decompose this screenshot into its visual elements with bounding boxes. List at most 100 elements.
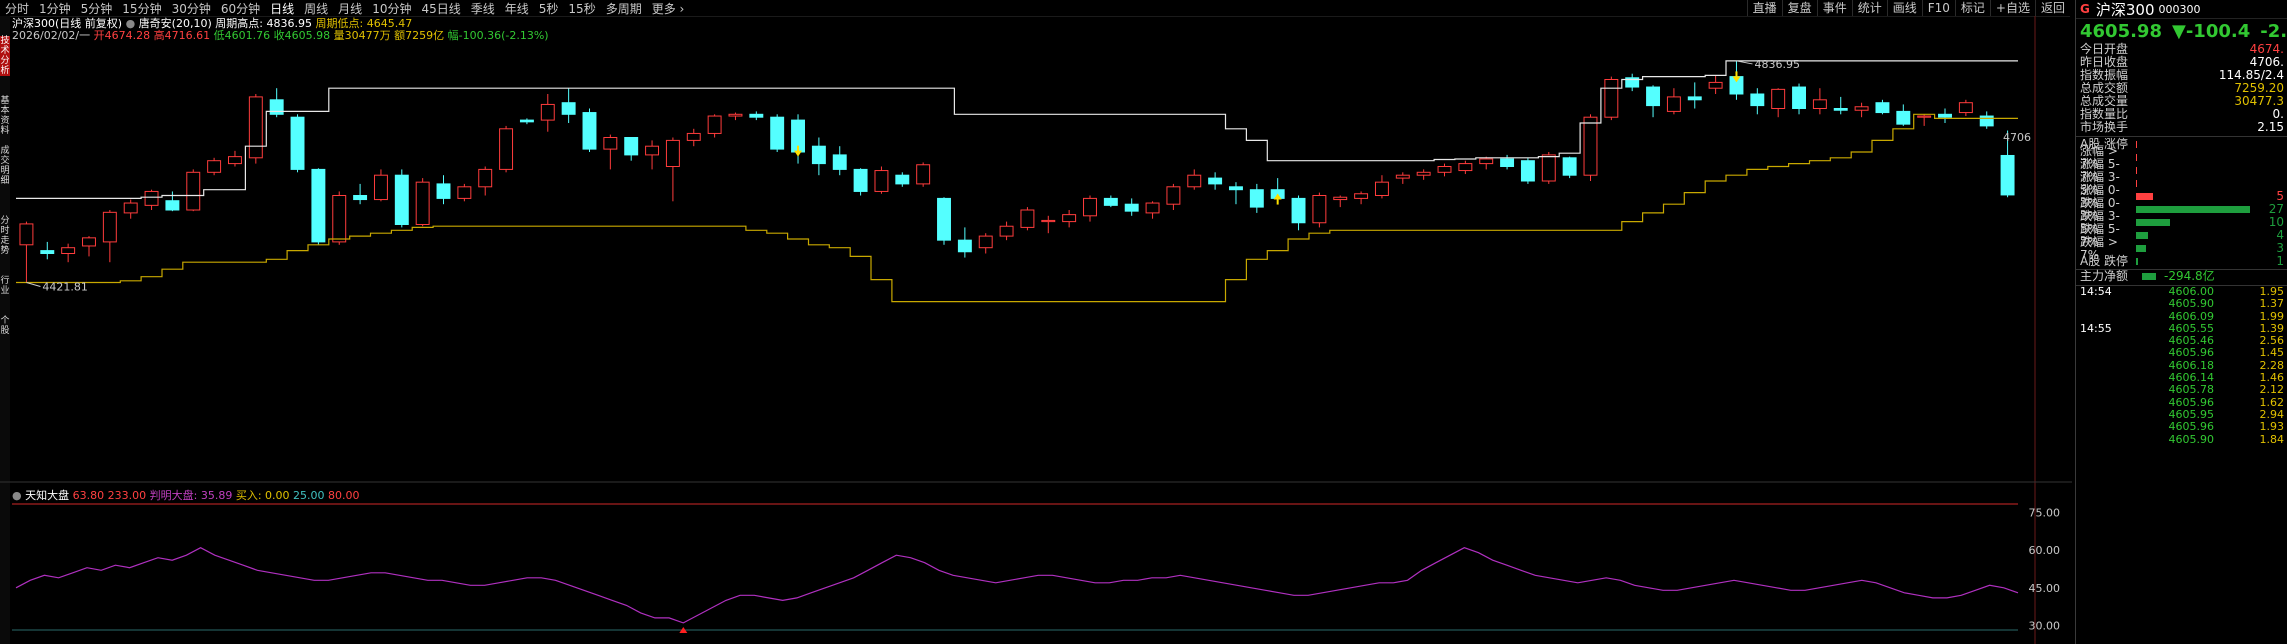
bar-high: 高4716.61 (153, 29, 211, 42)
period-tab[interactable]: 5秒 (538, 1, 559, 16)
tick-volume: 2.12 (2259, 383, 2285, 397)
left-tab[interactable]: 行业 (0, 276, 10, 296)
candle-body (1792, 86, 1806, 109)
left-tab[interactable]: 个股 (0, 316, 10, 336)
period-tab[interactable]: 60分钟 (220, 1, 261, 16)
candle-body (999, 225, 1014, 237)
breadth-label: 涨幅 0-3% (2080, 182, 2120, 210)
tool-button[interactable]: 画线 (1886, 0, 1922, 16)
tick-time (2080, 421, 2134, 433)
period-tab[interactable]: 周线 (304, 1, 329, 16)
tool-button[interactable]: 复盘 (1781, 0, 1817, 16)
period-tab[interactable]: 分时 (5, 1, 30, 16)
period-tab[interactable]: 45日线 (421, 1, 461, 16)
candlestick-chart[interactable]: 4836.95 4421.81 4706 75.00 60.00 45.00 30.00 (0, 0, 2072, 644)
left-tab-strip: 技术分析基本资料成交明细分时走势行业个股 (0, 16, 10, 644)
candle-body (1062, 214, 1077, 223)
tick-time (2080, 397, 2134, 409)
breadth-bar (2136, 206, 2250, 213)
candle-body (1124, 203, 1139, 212)
stat-label: 今日开盘 (2080, 42, 2129, 56)
left-tab[interactable]: 分时走势 (0, 216, 10, 256)
tick-price: 4605.96 (2168, 346, 2215, 360)
buy-signal-icon (679, 626, 688, 633)
tick-volume: 1.45 (2259, 346, 2285, 360)
candle-body (874, 170, 889, 192)
tool-button[interactable]: F10 (1921, 0, 1955, 16)
tool-button[interactable]: 返回 (2034, 0, 2070, 16)
candle-body (770, 116, 785, 150)
period-tab[interactable]: 30分钟 (171, 1, 211, 16)
period-tab[interactable]: 多周期 (605, 1, 642, 16)
period-tab[interactable]: 5分钟 (80, 1, 113, 16)
tick-volume: 2.28 (2259, 358, 2285, 372)
stat-label: 市场换手 (2080, 120, 2129, 134)
settings-dot-icon[interactable]: ● (125, 17, 136, 30)
tick-time: 14:55 (2080, 321, 2112, 335)
candle-body (353, 195, 368, 201)
tick-volume: 2.56 (2259, 334, 2285, 348)
index-code: 000300 (2158, 2, 2201, 16)
tick-volume: 1.46 (2259, 371, 2285, 385)
breadth-count: 3 (2276, 241, 2284, 255)
bar-low: 低4601.76 (213, 29, 271, 42)
candle-body (499, 128, 514, 170)
candle-body (1666, 96, 1681, 112)
period-tab[interactable]: 日线 (270, 1, 295, 16)
period-tab[interactable]: 月线 (338, 1, 363, 16)
tool-button[interactable]: 直播 (1746, 0, 1782, 16)
candle-body (1291, 197, 1306, 224)
candle-body (519, 119, 534, 123)
period-tab[interactable]: 季线 (470, 1, 495, 16)
left-tab[interactable]: 成交明细 (0, 146, 10, 186)
settings-dot-icon[interactable]: ● (12, 489, 22, 502)
candle-body (436, 183, 451, 199)
candle-body (1583, 116, 1598, 176)
candle-body (457, 186, 472, 199)
tool-button[interactable]: 统计 (1851, 0, 1887, 16)
bar-close: 收4605.98 (273, 29, 331, 42)
candle-body (1625, 77, 1640, 88)
candle-body (1458, 163, 1473, 172)
tick-row: 4605.96 1.93 (2076, 420, 2287, 433)
candle-body (978, 235, 993, 249)
candle-body (811, 145, 826, 165)
candle-body (40, 250, 55, 255)
sub-value-4: 0.00 (265, 489, 290, 502)
tick-list[interactable]: 14:54 4606.00 1.95 4605.90 1.37 4606.09 1.99 14… (2076, 285, 2287, 446)
indicator-name: 唐奇安(20,10) (138, 17, 212, 30)
breadth-label: 跌幅 3-5% (2080, 208, 2120, 236)
left-tab[interactable]: 技术分析 (0, 36, 10, 76)
candle-body (728, 113, 743, 117)
quote-price-row: 4605.98 ▼-100.4 -2.13 (2076, 19, 2287, 43)
candle-body (207, 160, 222, 173)
candle-body (1041, 219, 1056, 223)
candle-body (1208, 177, 1223, 185)
period-tab[interactable]: 1分钟 (39, 1, 71, 16)
candle-body (853, 168, 868, 192)
breadth-row: 跌幅 3-5% 10 (2076, 209, 2287, 235)
left-tab[interactable]: 基本资料 (0, 96, 10, 136)
breadth-bar (2136, 193, 2153, 200)
bar-amount: 额7259亿 (394, 29, 445, 42)
chart-title: 沪深300(日线 前复权) (12, 17, 123, 30)
tick-volume: 2.94 (2259, 407, 2285, 421)
period-tab[interactable]: 10分钟 (372, 1, 412, 16)
period-tab[interactable]: 更多 › (651, 1, 685, 16)
candle-body (749, 113, 764, 118)
candle-body (624, 137, 639, 156)
period-tab[interactable]: 15秒 (568, 1, 596, 16)
bar-open: 开4674.28 (93, 29, 151, 42)
tick-time: 14:54 (2080, 285, 2112, 298)
tick-row: 4605.90 1.84 (2076, 433, 2287, 446)
tool-button[interactable]: +自选 (1989, 0, 2035, 16)
period-tab[interactable]: 15分钟 (122, 1, 162, 16)
tool-button[interactable]: 事件 (1816, 0, 1852, 16)
sub-label-3: 判明大盘: (149, 489, 198, 502)
sub-value-6: 80.00 (328, 489, 360, 502)
candle-body (1500, 158, 1515, 168)
stat-label: 昨日收盘 (2080, 55, 2129, 69)
tool-button[interactable]: 标记 (1954, 0, 1990, 16)
period-tab[interactable]: 年线 (504, 1, 529, 16)
stat-value: 7259.20 (2234, 81, 2284, 95)
